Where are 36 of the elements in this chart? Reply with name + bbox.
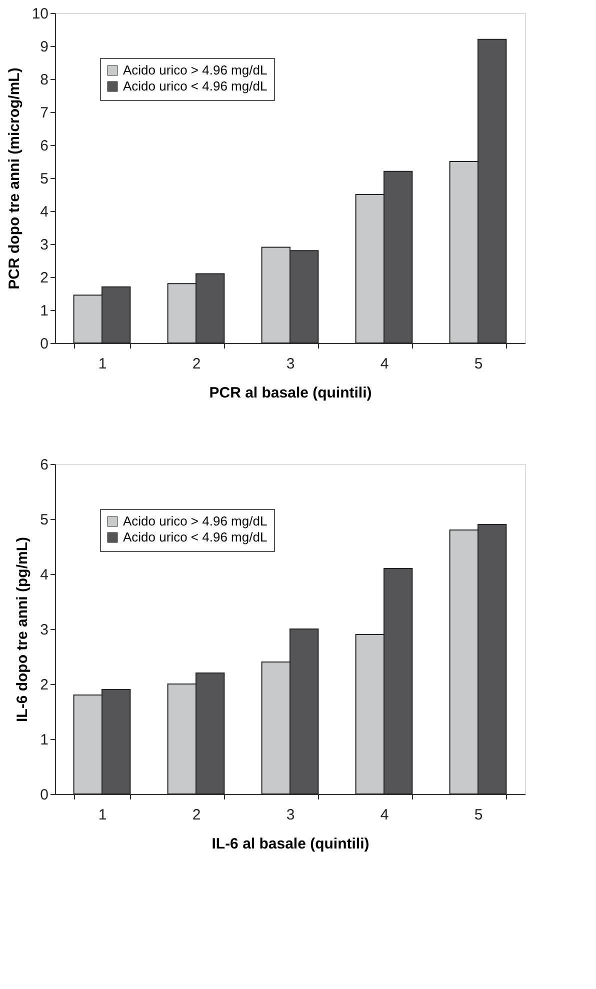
y-tick-label: 3 xyxy=(40,622,48,638)
legend-label: Acido urico > 4.96 mg/dL xyxy=(123,514,268,528)
y-axis-title: IL-6 dopo tre anni (pg/mL) xyxy=(14,537,32,722)
y-tick-label: 8 xyxy=(40,72,48,88)
x-tick-label: 1 xyxy=(98,806,107,824)
y-tick-label: 7 xyxy=(40,104,48,122)
x-tick-label: 4 xyxy=(380,356,389,372)
legend-label: Acido urico < 4.96 mg/dL xyxy=(123,530,268,544)
x-tick-label: 2 xyxy=(192,356,201,372)
x-tick-label: 3 xyxy=(286,356,295,372)
legend-label: Acido urico > 4.96 mg/dL xyxy=(123,62,268,78)
legend-label: Acido urico < 4.96 mg/dL xyxy=(123,78,268,94)
y-tick-label: 9 xyxy=(40,38,48,56)
y-tick-label: 1 xyxy=(40,302,48,320)
y-tick-label: 2 xyxy=(40,676,48,694)
y-tick-label: 0 xyxy=(40,336,48,352)
y-tick-label: 10 xyxy=(32,6,48,22)
y-tick-label: 6 xyxy=(40,456,48,474)
x-tick-label: 2 xyxy=(192,806,201,824)
y-tick-label: 5 xyxy=(40,170,48,188)
y-tick-label: 4 xyxy=(40,566,48,584)
x-tick-label: 4 xyxy=(380,806,389,824)
y-axis-title: PCR dopo tre anni (microg/mL) xyxy=(6,68,23,290)
y-tick-label: 2 xyxy=(40,270,48,286)
x-axis-title: PCR al basale (quintili) xyxy=(209,384,372,402)
y-tick-label: 0 xyxy=(40,786,48,804)
x-tick-label: 5 xyxy=(474,356,483,372)
y-tick-label: 1 xyxy=(40,732,48,748)
y-tick-label: 4 xyxy=(40,204,48,220)
x-tick-label: 1 xyxy=(98,356,107,372)
x-tick-label: 5 xyxy=(474,806,483,824)
y-tick-label: 3 xyxy=(40,236,48,254)
x-tick-label: 3 xyxy=(286,806,295,824)
x-axis-title: IL-6 al basale (quintili) xyxy=(212,836,370,852)
y-tick-label: 6 xyxy=(40,138,48,154)
y-tick-label: 5 xyxy=(40,512,48,528)
